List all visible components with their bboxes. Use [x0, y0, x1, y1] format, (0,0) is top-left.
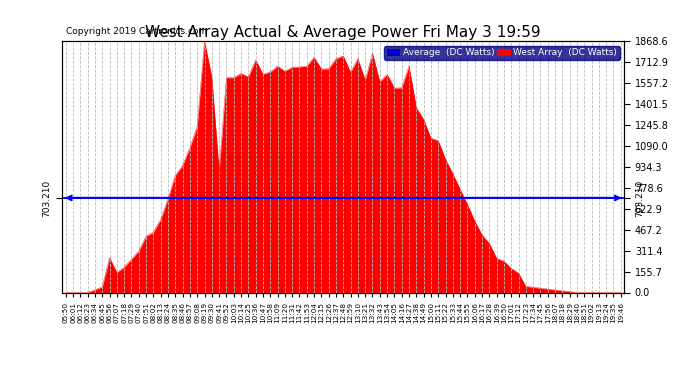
Text: Copyright 2019 Cartronics.com: Copyright 2019 Cartronics.com: [66, 27, 207, 36]
Title: West Array Actual & Average Power Fri May 3 19:59: West Array Actual & Average Power Fri Ma…: [146, 25, 541, 40]
Legend: Average  (DC Watts), West Array  (DC Watts): Average (DC Watts), West Array (DC Watts…: [384, 46, 620, 60]
